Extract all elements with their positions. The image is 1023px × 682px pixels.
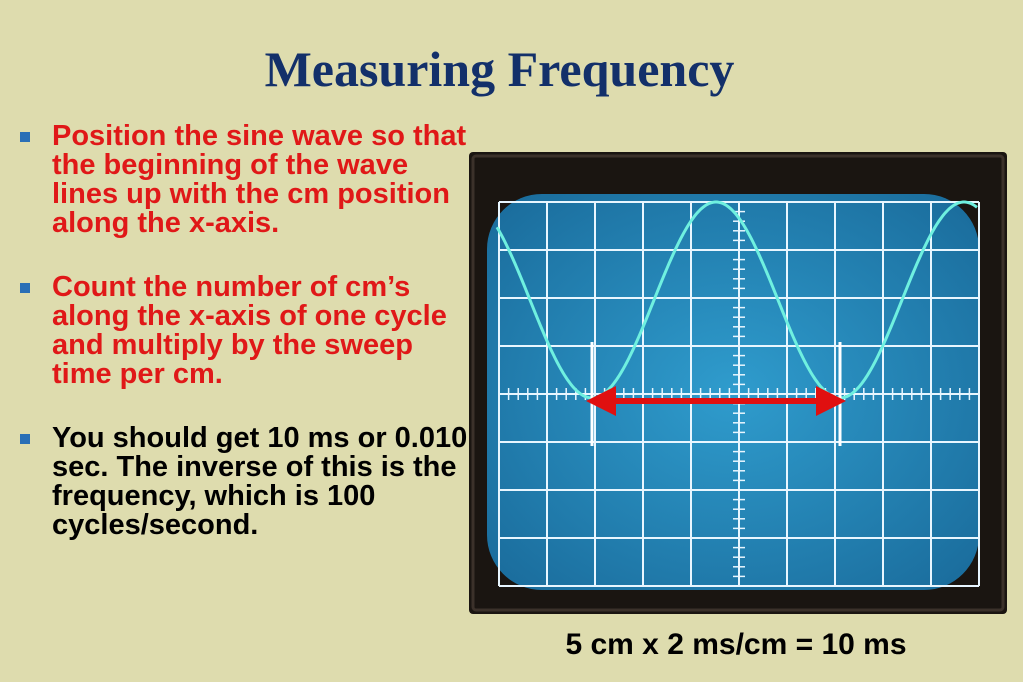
bullet-item: Count the number of cm’s along the x-axi… [18,273,468,389]
bullet-item: You should get 10 ms or 0.010 sec. The i… [18,424,468,540]
square-bullet-icon [20,434,30,444]
bullet-text: You should get 10 ms or 0.010 sec. The i… [52,422,468,541]
square-bullet-icon [20,283,30,293]
bullet-text: Count the number of cm’s along the x-axi… [52,271,447,390]
slide-title: Measuring Frequency [264,41,735,97]
oscilloscope-screen-image [469,152,1007,614]
bullet-list: Position the sine wave so that the begin… [18,122,468,575]
sine-wave-trace [495,200,978,400]
bullet-item: Position the sine wave so that the begin… [18,122,468,238]
square-bullet-icon [20,132,30,142]
oscilloscope-screen [487,194,979,590]
caption: 5 cm x 2 ms/cm = 10 ms [565,628,907,661]
bullet-text: Position the sine wave so that the begin… [52,120,467,239]
